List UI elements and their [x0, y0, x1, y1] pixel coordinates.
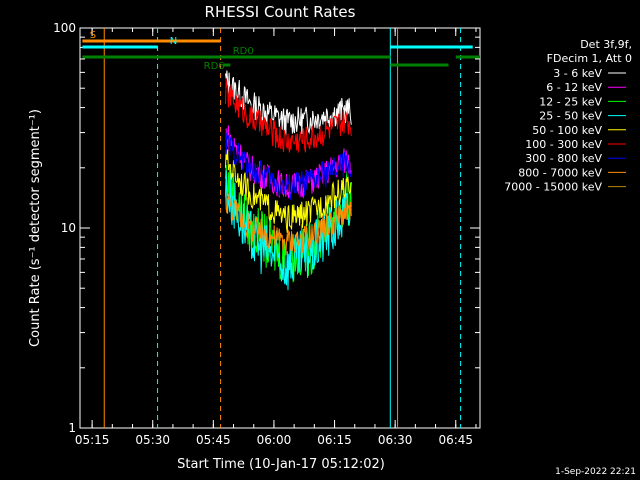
legend-item-label: 300 - 800 keV [525, 152, 602, 165]
plot-area: 1 10 100 05:15 05:30 05:45 06:00 06:15 06:30 06:4… [53, 21, 481, 447]
flag-label-n: N [170, 36, 177, 47]
x-tick-label: 05:45 [196, 433, 231, 447]
flag-label-rd0: RD0 [233, 46, 254, 57]
legend-item-label: 800 - 7000 keV [518, 166, 602, 179]
plot-frame [79, 27, 481, 429]
y-tick-label: 10 [61, 221, 76, 235]
legend-item-label: 25 - 50 keV [539, 110, 602, 123]
y-tick-label: 100 [53, 21, 76, 35]
series-line [225, 129, 352, 200]
legend-item-label: 3 - 6 keV [553, 67, 602, 80]
series-line [225, 70, 352, 136]
y-axis-label: Count Rate (s⁻¹ detector segment⁻¹) [28, 109, 43, 347]
legend-item-label: 6 - 12 keV [546, 81, 602, 94]
chart-title: RHESSI Count Rates [205, 3, 356, 21]
y-tick-label: 1 [68, 421, 76, 435]
legend-item-label: 7000 - 15000 keV [504, 181, 602, 194]
flag-label-s: S [90, 30, 96, 41]
x-tick-label: 05:15 [75, 433, 110, 447]
series-line [225, 190, 352, 256]
timestamp: 1-Sep-2022 22:21 [555, 467, 636, 477]
series-line [225, 170, 352, 291]
legend-item-label: 100 - 300 keV [525, 138, 602, 151]
series-line [225, 149, 352, 234]
x-tick-label: 06:45 [438, 433, 473, 447]
x-tick-label: 06:15 [317, 433, 352, 447]
legend-header-detectors: Det 3f,9f, [580, 38, 632, 51]
x-axis-label: Start Time (10-Jan-17 05:12:02) [177, 457, 385, 472]
x-tick-label: 05:30 [135, 433, 170, 447]
x-tick-label: 06:00 [257, 433, 292, 447]
flag-label-rd6: RD6 [204, 61, 225, 72]
legend-item-label: 50 - 100 keV [532, 124, 602, 137]
series-line [225, 78, 352, 153]
x-tick-label: 06:30 [378, 433, 413, 447]
legend-header-decimation: FDecim 1, Att 0 [547, 52, 632, 65]
legend-item-label: 12 - 25 keV [539, 95, 602, 108]
